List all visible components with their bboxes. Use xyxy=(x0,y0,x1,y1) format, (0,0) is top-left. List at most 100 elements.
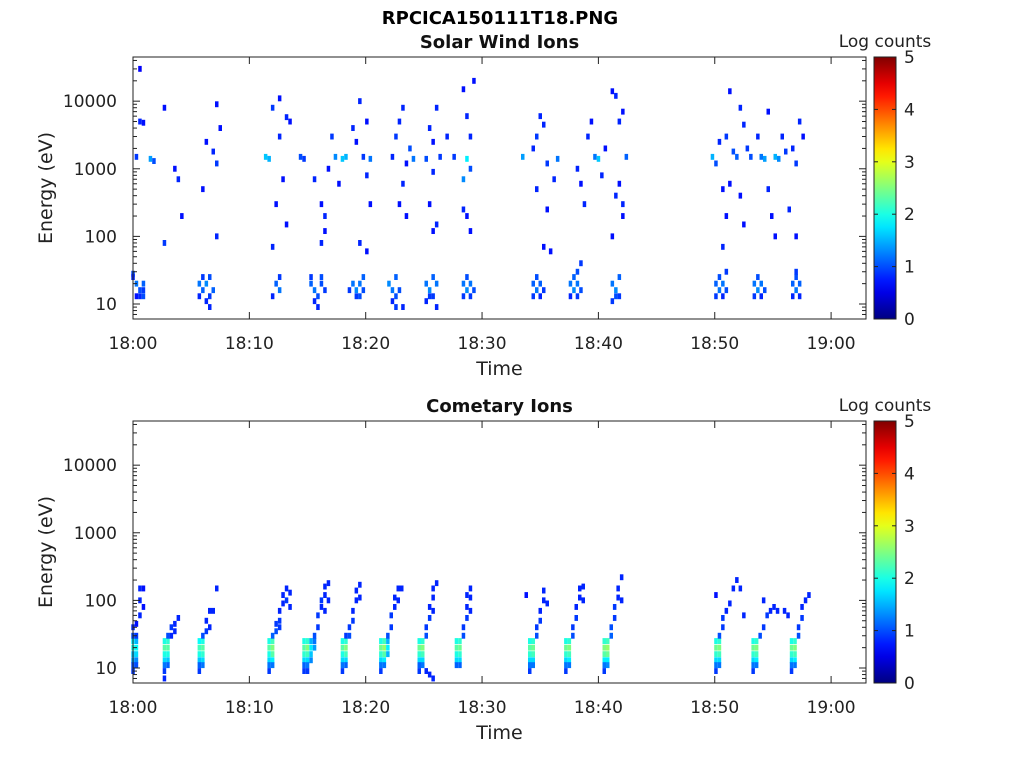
data-cell xyxy=(351,125,355,131)
data-cell xyxy=(775,607,780,614)
data-cell xyxy=(284,585,289,592)
data-cell xyxy=(201,274,205,280)
data-cell xyxy=(724,268,729,275)
data-cell xyxy=(431,585,435,592)
data-cell xyxy=(545,160,549,167)
data-cell xyxy=(714,592,718,598)
data-cell xyxy=(354,138,359,145)
data-cell xyxy=(379,657,383,664)
data-cell xyxy=(166,638,170,644)
data-cell xyxy=(545,600,549,607)
data-cell xyxy=(316,304,320,310)
data-cell xyxy=(759,153,763,160)
data-cell xyxy=(465,213,469,219)
data-cell xyxy=(735,577,739,583)
plot-area xyxy=(133,57,866,319)
colorbar-tick-label: 3 xyxy=(904,153,915,173)
data-cell xyxy=(305,638,310,644)
data-cell xyxy=(773,153,777,160)
data-cell xyxy=(616,594,620,601)
x-axis-label: Time xyxy=(475,722,523,744)
data-cell xyxy=(277,95,282,102)
data-cell xyxy=(312,638,317,644)
data-cell xyxy=(717,138,722,145)
data-cell xyxy=(731,148,736,155)
data-cell xyxy=(572,274,576,280)
data-cell xyxy=(427,615,432,621)
data-cell xyxy=(263,153,268,160)
data-cell xyxy=(465,155,469,162)
data-cell xyxy=(717,657,722,664)
data-cell xyxy=(578,594,582,601)
data-cell xyxy=(326,165,331,172)
data-cell xyxy=(394,133,398,140)
data-cell xyxy=(427,293,432,300)
data-cell xyxy=(763,155,767,162)
data-cell xyxy=(344,644,348,651)
data-cell xyxy=(717,632,722,639)
data-cell xyxy=(152,158,156,164)
colorbar-tick-label: 5 xyxy=(904,412,915,432)
data-cell xyxy=(281,600,285,607)
data-cell xyxy=(305,644,310,651)
data-cell xyxy=(344,657,348,664)
data-cell xyxy=(162,104,167,111)
data-cell xyxy=(421,651,425,658)
data-cell xyxy=(166,644,170,651)
data-cell xyxy=(302,155,306,162)
x-tick-label: 18:00 xyxy=(109,698,158,718)
colorbar-tick-label: 0 xyxy=(904,310,915,330)
data-cell xyxy=(365,118,369,125)
data-cell xyxy=(390,298,395,305)
data-cell xyxy=(728,600,732,607)
x-tick-label: 18:30 xyxy=(458,334,507,354)
data-cell xyxy=(134,293,139,300)
data-cell xyxy=(274,620,278,627)
data-cell xyxy=(619,597,624,604)
data-cell xyxy=(724,607,729,614)
data-cell xyxy=(427,201,432,208)
data-cell xyxy=(319,604,324,610)
data-cell xyxy=(548,248,553,255)
data-cell xyxy=(564,662,568,669)
y-tick-label: 10 xyxy=(95,295,117,315)
data-cell xyxy=(386,651,390,658)
data-cell xyxy=(166,651,170,658)
data-cell xyxy=(204,280,209,287)
data-cell xyxy=(756,274,760,280)
data-cell xyxy=(777,155,781,162)
data-cell xyxy=(454,662,459,669)
data-cell xyxy=(458,657,462,664)
data-cell xyxy=(162,240,167,246)
data-cell xyxy=(568,293,573,300)
data-cell xyxy=(305,651,310,658)
data-cell xyxy=(751,644,755,651)
data-cell xyxy=(379,662,383,669)
data-cell xyxy=(141,604,146,610)
colorbar-tick-label: 2 xyxy=(904,205,915,225)
data-cell xyxy=(472,287,476,294)
data-cell xyxy=(394,304,398,310)
data-cell xyxy=(465,274,469,280)
data-cell xyxy=(169,624,174,631)
data-cell xyxy=(791,145,795,152)
data-cell xyxy=(344,153,348,160)
data-cell xyxy=(319,597,324,604)
data-cell xyxy=(340,668,345,674)
data-cell xyxy=(379,644,383,651)
data-cell xyxy=(714,280,718,287)
data-cell xyxy=(396,585,400,592)
data-cell xyxy=(768,607,773,614)
data-cell xyxy=(208,304,212,310)
data-cell xyxy=(800,615,804,621)
data-cell xyxy=(756,133,760,140)
axes-frame xyxy=(132,420,867,684)
data-cell xyxy=(745,145,750,152)
data-cell xyxy=(468,607,473,614)
data-cell xyxy=(281,176,285,183)
y-tick-label: 10 xyxy=(95,659,117,679)
data-cell xyxy=(714,638,718,644)
data-cell xyxy=(710,153,715,160)
data-cell xyxy=(309,644,313,651)
